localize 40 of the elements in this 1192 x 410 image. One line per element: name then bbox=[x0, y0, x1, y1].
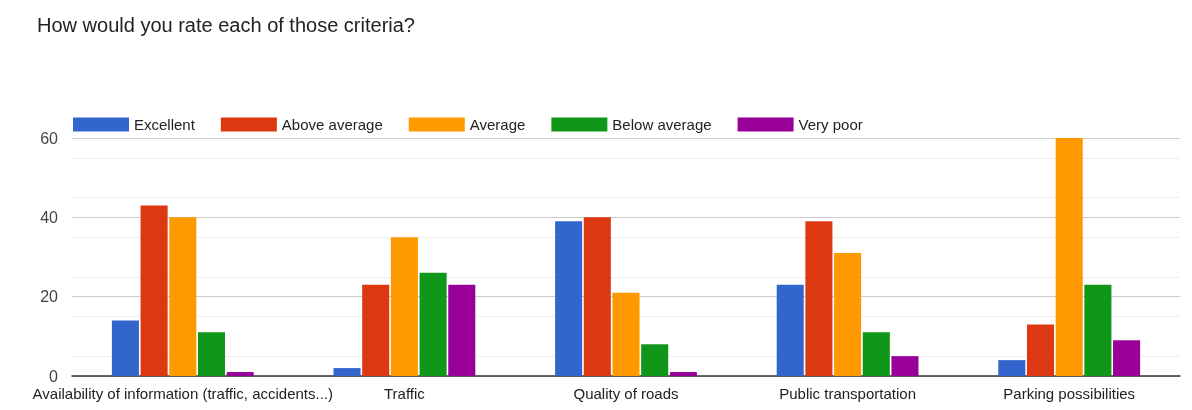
bar bbox=[776, 284, 804, 376]
bar bbox=[1055, 138, 1083, 376]
bar bbox=[612, 292, 640, 376]
bar bbox=[891, 356, 919, 376]
y-tick-label: 0 bbox=[49, 367, 59, 385]
x-tick-label: Availability of information (traffic, accidents...) bbox=[32, 385, 333, 402]
bar bbox=[583, 217, 611, 376]
y-tick-label: 20 bbox=[40, 288, 59, 306]
legend-label: Excellent bbox=[134, 116, 196, 133]
bar bbox=[1026, 324, 1055, 376]
bar bbox=[419, 272, 447, 376]
y-tick-label: 40 bbox=[40, 208, 59, 226]
bar bbox=[834, 253, 862, 376]
bar bbox=[169, 217, 197, 376]
bar bbox=[641, 344, 669, 376]
bar bbox=[111, 320, 139, 376]
legend-label: Average bbox=[469, 116, 526, 133]
chart-title: How would you rate each of those criteria? bbox=[37, 14, 415, 36]
bar bbox=[805, 221, 833, 376]
bar bbox=[555, 221, 583, 376]
legend-label: Above average bbox=[281, 116, 383, 133]
x-tick-label: Parking possibilities bbox=[1003, 385, 1136, 402]
x-tick-label: Traffic bbox=[383, 385, 426, 402]
bar bbox=[669, 372, 697, 376]
bar bbox=[1113, 340, 1141, 376]
bar bbox=[998, 360, 1026, 376]
bar bbox=[197, 332, 226, 376]
y-tick-label: 60 bbox=[40, 129, 59, 147]
bar bbox=[448, 284, 476, 376]
bar bbox=[1084, 284, 1112, 376]
bar bbox=[333, 368, 361, 376]
bar bbox=[862, 332, 890, 376]
x-tick-label: Quality of roads bbox=[573, 385, 679, 402]
legend-label: Very poor bbox=[798, 116, 863, 133]
bar bbox=[140, 205, 168, 376]
bar bbox=[362, 284, 390, 376]
bar bbox=[390, 237, 418, 376]
legend-label: Below average bbox=[612, 116, 712, 133]
x-tick-label: Public transportation bbox=[779, 385, 916, 402]
bar bbox=[226, 372, 254, 376]
